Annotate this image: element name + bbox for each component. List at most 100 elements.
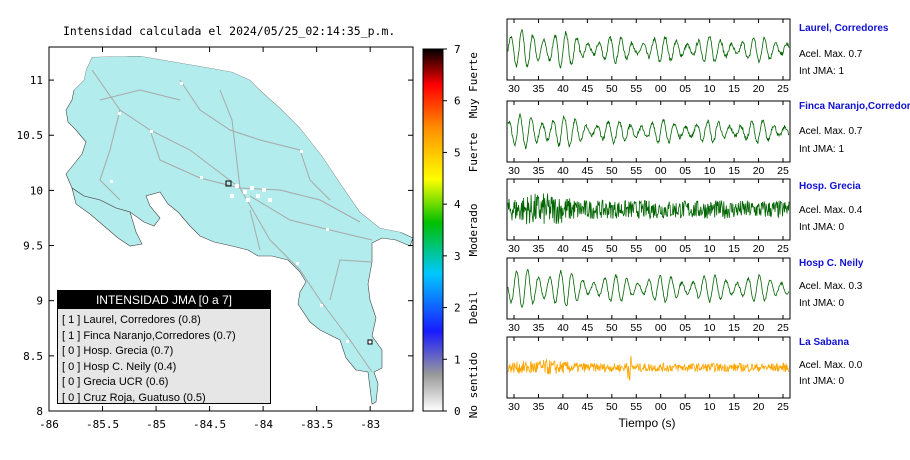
legend-row: [ 0 ] Cruz Roja, Guatuso (0.5) xyxy=(62,391,206,404)
waveform-tick-label: 20 xyxy=(753,165,765,177)
waveform-tick-label: 55 xyxy=(630,401,642,413)
waveform-tick-label: 20 xyxy=(753,243,765,255)
waveform-trace xyxy=(507,268,790,309)
waveform-tick-label: 30 xyxy=(508,243,520,255)
waveform-tick-label: 50 xyxy=(606,165,618,177)
waveform-tick-label: 50 xyxy=(606,401,618,413)
waveform-tick-label: 20 xyxy=(753,401,765,413)
colorbar-tick-label: 3 xyxy=(454,250,461,263)
waveform-tick-label: 15 xyxy=(728,243,740,255)
colorbar-tick-label: 2 xyxy=(454,302,461,315)
colorbar-category-label: Moderado xyxy=(467,204,480,257)
waveform-tick-label: 25 xyxy=(777,165,789,177)
waveform-tick-label: 25 xyxy=(777,243,789,255)
waveform-tick-label: 30 xyxy=(508,83,520,95)
colorbar-category-label: No sentido xyxy=(467,352,480,418)
waveform-tick-label: 05 xyxy=(679,243,691,255)
waveform-trace xyxy=(507,355,790,381)
waveform-panel: 30 35 40 45 50 55 00 05 10 15 20 25 xyxy=(506,257,791,334)
waveform-tick-label: 45 xyxy=(582,243,594,255)
waveform-tick-label: 40 xyxy=(557,165,569,177)
legend-row: [ 1 ] Finca Naranjo,Corredores (0.7) xyxy=(62,329,236,342)
station-jma: Int JMA: 1 xyxy=(799,144,845,155)
legend-title: INTENSIDAD JMA [0 a 7] xyxy=(58,291,270,309)
station-jma: Int JMA: 1 xyxy=(799,66,845,77)
map-x-tick-label: -85 xyxy=(146,418,166,431)
waveform-tick-label: 35 xyxy=(533,401,545,413)
colorbar-tick-label: 6 xyxy=(454,95,461,108)
station-markers xyxy=(110,82,349,343)
waveform-tick-label: 35 xyxy=(533,83,545,95)
waveform-tick-label: 40 xyxy=(557,243,569,255)
colorbar-category-label: Debil xyxy=(467,291,480,324)
colorbar xyxy=(422,48,444,412)
legend-row: [ 0 ] Grecia UCR (0.6) xyxy=(62,376,169,388)
legend-row: [ 1 ] Laurel, Corredores (0.8) xyxy=(62,314,201,326)
time-axis-label: Tiempo (s) xyxy=(619,416,676,430)
map-y-tick-label: 8.5 xyxy=(23,350,43,363)
waveform-tick-label: 40 xyxy=(557,322,569,334)
waveform-tick-label: 35 xyxy=(533,243,545,255)
map-y-tick-label: 10.5 xyxy=(17,129,44,142)
map-y-axis: 11 10.5 10 9.5 9 8.5 8 xyxy=(17,74,413,418)
waveform-tick-label: 10 xyxy=(704,401,716,413)
station-acel: Acel. Max. 0.4 xyxy=(799,205,863,216)
colorbar-tick-label: 7 xyxy=(454,43,461,56)
map-title: Intensidad calculada el 2024/05/25_02:14… xyxy=(63,24,396,38)
station-acel: Acel. Max. 0.7 xyxy=(799,49,863,60)
map-x-axis: -86 -85.5 -85 -84.5 -84 -83.5 -83 xyxy=(39,47,380,431)
waveform-tick-label: 30 xyxy=(508,322,520,334)
map-x-tick-label: -85.5 xyxy=(86,418,119,431)
road-network xyxy=(91,69,373,373)
station-name: La Sabana xyxy=(799,337,850,348)
waveform-tick-label: 35 xyxy=(533,165,545,177)
station-name: Hosp. Grecia xyxy=(799,181,861,192)
waveform-tick-label: 25 xyxy=(777,83,789,95)
waveform-tick-label: 45 xyxy=(582,83,594,95)
waveform-tick-label: 05 xyxy=(679,83,691,95)
waveform-tick-label: 50 xyxy=(606,243,618,255)
map-y-tick-label: 9 xyxy=(36,295,43,308)
legend-row: [ 0 ] Hosp C. Neily (0.4) xyxy=(62,360,177,373)
station-jma: Int JMA: 0 xyxy=(799,298,845,309)
waveform-tick-label: 45 xyxy=(582,322,594,334)
waveform-tick-label: 55 xyxy=(630,322,642,334)
map-x-tick-label: -83.5 xyxy=(300,418,333,431)
highlight-station xyxy=(225,180,232,187)
waveform-tick-label: 25 xyxy=(777,322,789,334)
map-x-tick-label: -84.5 xyxy=(193,418,226,431)
waveform-tick-label: 40 xyxy=(557,83,569,95)
station-jma: Int JMA: 0 xyxy=(799,376,845,387)
waveform-tick-label: 25 xyxy=(777,401,789,413)
waveform-panel: 30 35 40 45 50 55 00 05 10 15 20 25 xyxy=(506,336,791,413)
waveform-frame xyxy=(506,100,791,163)
colorbar-tick-label: 4 xyxy=(454,198,461,211)
waveform-tick-label: 50 xyxy=(606,322,618,334)
colorbar-tick-label: 0 xyxy=(454,405,461,418)
waveform-tick-label: 15 xyxy=(728,165,740,177)
waveform-trace xyxy=(507,28,790,69)
waveform-panels: 30 35 40 45 50 55 00 05 10 15 20 25 30 35 40 45 50 55 00 05… xyxy=(506,18,791,413)
map-y-tick-label: 11 xyxy=(30,74,43,87)
colorbar-ticks: 0 1 2 3 4 5 6 7 xyxy=(443,43,461,418)
waveform-tick-label: 55 xyxy=(630,243,642,255)
waveform-frame xyxy=(506,257,791,320)
waveform-tick-label: 10 xyxy=(704,165,716,177)
waveform-tick-label: 10 xyxy=(704,83,716,95)
colorbar-category-label: Fuerte xyxy=(467,133,480,173)
northern-region xyxy=(49,47,413,236)
waveform-tick-label: 05 xyxy=(679,322,691,334)
waveform-panel: 30 35 40 45 50 55 00 05 10 15 20 25 xyxy=(506,18,791,95)
waveform-tick-label: 45 xyxy=(582,165,594,177)
waveform-tick-label: 00 xyxy=(655,401,667,413)
waveform-tick-label: 15 xyxy=(728,401,740,413)
waveform-tick-label: 10 xyxy=(704,322,716,334)
waveform-tick-label: 00 xyxy=(655,243,667,255)
epicenter-station xyxy=(367,339,373,345)
map-y-tick-label: 8 xyxy=(36,405,43,418)
waveform-tick-label: 00 xyxy=(655,322,667,334)
map-x-tick-label: -83 xyxy=(360,418,380,431)
map-y-tick-label: 9.5 xyxy=(23,240,43,253)
waveform-tick-label: 05 xyxy=(679,401,691,413)
